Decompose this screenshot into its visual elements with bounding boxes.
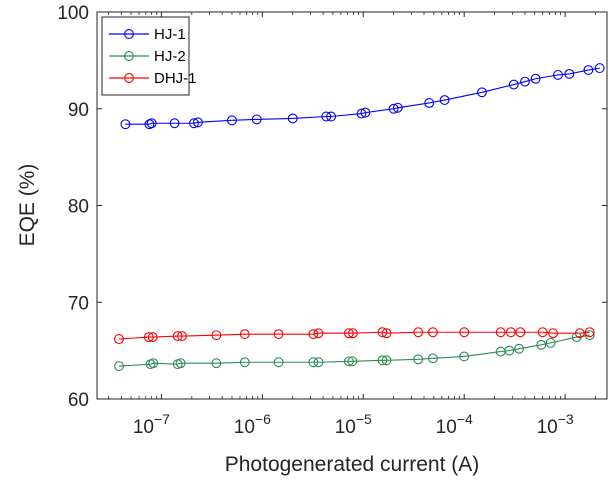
- legend[interactable]: HJ-1 HJ-2 DHJ-1: [101, 16, 197, 96]
- data-point-dhj-1: [515, 327, 526, 338]
- data-point-hj-2: [239, 357, 250, 368]
- data-point-hj-1: [326, 111, 337, 122]
- data-point-dhj-1: [114, 334, 124, 344]
- data-point-hj-2: [459, 351, 470, 362]
- y-tick-label: 70: [68, 293, 89, 314]
- data-point-hj-1: [146, 118, 157, 129]
- data-point-hj-1: [388, 103, 399, 114]
- data-point-hj-2: [343, 356, 354, 367]
- x-tick-label: 10−7: [133, 411, 170, 438]
- data-point-hj-2: [313, 357, 324, 368]
- data-point-hj-1: [392, 102, 403, 113]
- data-point-dhj-1: [495, 327, 506, 338]
- data-point-hj-2: [273, 357, 284, 368]
- data-point-dhj-1: [537, 327, 548, 338]
- data-point-hj-1: [287, 113, 298, 124]
- x-tick-label: 10−6: [234, 411, 271, 438]
- data-point-hj-2: [148, 358, 159, 369]
- series-line-dhj-1: [118, 331, 590, 340]
- data-point-hj-2: [427, 353, 438, 364]
- data-point-dhj-1: [459, 327, 470, 338]
- x-tick-label: 10−3: [537, 411, 574, 438]
- data-point-hj-1: [439, 95, 450, 105]
- data-point-hj-2: [514, 343, 525, 354]
- data-point-hj-1: [251, 114, 262, 125]
- y-tick-label: 90: [68, 100, 89, 121]
- data-point-dhj-1: [377, 327, 388, 338]
- data-point-hj-1: [424, 97, 435, 108]
- data-point-hj-2: [347, 356, 358, 367]
- x-axis-label: Photogenerated current (A): [225, 453, 479, 476]
- data-point-dhj-1: [308, 329, 319, 340]
- data-point-dhj-1: [347, 328, 358, 339]
- data-point-hj-2: [175, 358, 186, 369]
- data-point-dhj-1: [211, 330, 222, 341]
- data-point-hj-1: [594, 63, 605, 74]
- data-point-dhj-1: [273, 329, 284, 340]
- data-point-dhj-1: [505, 327, 516, 338]
- x-tick-label: 10−5: [335, 411, 372, 438]
- data-point-hj-2: [308, 357, 319, 368]
- data-point-hj-2: [584, 330, 595, 341]
- axes: [96, 11, 608, 400]
- data-point-dhj-1: [143, 332, 154, 343]
- data-point-hj-1: [564, 68, 575, 79]
- y-tick-label: 100: [57, 3, 89, 24]
- data-point-hj-1: [520, 76, 530, 87]
- data-point-hj-2: [377, 355, 388, 366]
- data-point-hj-2: [381, 355, 392, 366]
- data-point-hj-1: [553, 69, 563, 80]
- legend-marker-hj-2: [124, 51, 134, 61]
- tick-labels: 60 70 80 90 100 10−7 10−6 10−5 10−4 10−3: [57, 3, 574, 438]
- data-point-hj-1: [192, 117, 203, 128]
- data-point-hj-1: [321, 111, 332, 122]
- data-point-dhj-1: [147, 332, 158, 343]
- data-point-hj-2: [504, 345, 515, 356]
- data-point-dhj-1: [584, 327, 595, 338]
- legend-label-hj-2: HJ-2: [154, 48, 186, 65]
- series-line-hj-2: [118, 334, 590, 367]
- legend-marker-hj-1: [124, 29, 134, 39]
- data-point-hj-2: [413, 354, 424, 365]
- data-point-hj-1: [120, 119, 131, 130]
- data-point-dhj-1: [574, 328, 585, 339]
- y-tick-label: 80: [68, 197, 89, 218]
- data-point-hj-1: [360, 107, 371, 118]
- data-point-hj-2: [536, 339, 547, 350]
- data-point-hj-1: [530, 73, 541, 84]
- legend-marker-dhj-1: [124, 73, 134, 83]
- data-point-dhj-1: [548, 328, 559, 339]
- data-point-dhj-1: [177, 331, 187, 342]
- y-tick-label: 60: [68, 390, 89, 411]
- data-point-hj-1: [188, 118, 199, 129]
- y-axis-label: EQE (%): [16, 164, 39, 247]
- data-point-dhj-1: [343, 328, 354, 339]
- data-point-hj-1: [508, 79, 519, 90]
- data-point-dhj-1: [381, 328, 392, 339]
- data-point-hj-1: [227, 115, 237, 126]
- data-point-hj-2: [114, 361, 124, 372]
- x-tick-label: 10−4: [436, 411, 473, 438]
- series-markers: [114, 63, 605, 372]
- data-point-hj-2: [211, 358, 222, 369]
- data-point-dhj-1: [427, 327, 438, 338]
- data-point-dhj-1: [239, 329, 250, 340]
- data-point-hj-1: [583, 65, 594, 76]
- data-point-dhj-1: [413, 327, 424, 338]
- data-point-hj-1: [477, 87, 487, 98]
- data-point-hj-2: [545, 337, 556, 348]
- data-point-dhj-1: [172, 331, 183, 342]
- legend-label-dhj-1: DHJ-1: [154, 70, 197, 87]
- data-point-dhj-1: [313, 328, 324, 339]
- data-point-hj-1: [169, 118, 180, 129]
- legend-label-hj-1: HJ-1: [154, 26, 186, 43]
- data-point-hj-1: [356, 108, 367, 119]
